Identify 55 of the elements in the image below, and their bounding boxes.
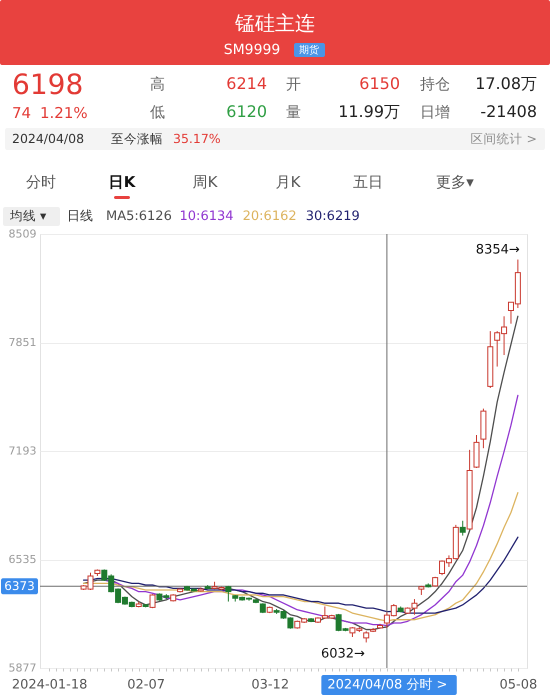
text: 均线 ▾ — [9, 208, 47, 223]
text: 6214 — [226, 74, 267, 93]
text: 五日 — [353, 173, 383, 191]
text: 74 — [12, 104, 32, 122]
x-tick-label: 2024-01-18 — [12, 678, 88, 692]
x-tick-label: 03-12 — [251, 678, 290, 692]
text: 至今涨幅 — [111, 131, 163, 146]
text: 日K — [108, 173, 137, 191]
x-tick-label: 02-07 — [127, 678, 166, 692]
candlestick — [363, 630, 370, 643]
y-tick-label: 8509 — [8, 228, 36, 240]
text: 6198 — [12, 68, 84, 101]
annotation: 6032→ — [320, 646, 366, 662]
text: 30:6219 — [306, 209, 360, 224]
text: 6120 — [226, 102, 267, 121]
line-series — [104, 394, 519, 626]
y-tick-label: 7851 — [8, 336, 36, 349]
text: 月K — [276, 173, 302, 191]
text: 10:6134 — [180, 209, 234, 224]
candlestick — [150, 594, 156, 609]
x-tick-label: 05-08 — [499, 678, 538, 692]
text: 低 — [150, 103, 165, 121]
text: 日线 — [67, 209, 93, 224]
candlestick — [225, 585, 232, 602]
annotation: 8354→ — [476, 242, 520, 258]
y-tick-label: 7193 — [8, 444, 36, 458]
text: 2024/04/08 — [12, 131, 84, 146]
text: MA5:6126 — [106, 209, 172, 224]
text: 11.99万 — [338, 102, 400, 121]
text: 量 — [286, 103, 301, 121]
candlestick — [460, 520, 466, 536]
text: 开 — [286, 75, 301, 93]
y-tick-label: 6535 — [8, 553, 36, 566]
chart-title: 锰硅主连 — [234, 11, 315, 35]
text: 期货 — [299, 44, 319, 56]
text: 20:6162 — [242, 209, 297, 224]
line-series — [82, 536, 519, 614]
text: 1.21% — [40, 104, 88, 122]
text: 高 — [150, 75, 165, 93]
line-series — [82, 492, 519, 622]
chart-subtitle: SM9999 — [224, 42, 280, 58]
text: 分时 — [26, 173, 56, 191]
text: 17.08万 — [475, 74, 537, 93]
text: -21408 — [480, 102, 537, 121]
y-tick-label: 5877 — [8, 662, 36, 674]
text: 6150 — [359, 74, 400, 93]
text: 区间统计 > — [470, 131, 537, 146]
text: 持仓 — [420, 75, 450, 93]
ref-line-label: 6373 — [4, 579, 35, 594]
line-series — [82, 316, 519, 630]
text: 日增 — [420, 103, 450, 121]
text: 更多▾ — [436, 173, 474, 191]
x-tick-label: 2024/04/08 分时 > — [327, 678, 448, 692]
text: 周K — [192, 173, 219, 191]
text: 35.17% — [173, 131, 221, 146]
